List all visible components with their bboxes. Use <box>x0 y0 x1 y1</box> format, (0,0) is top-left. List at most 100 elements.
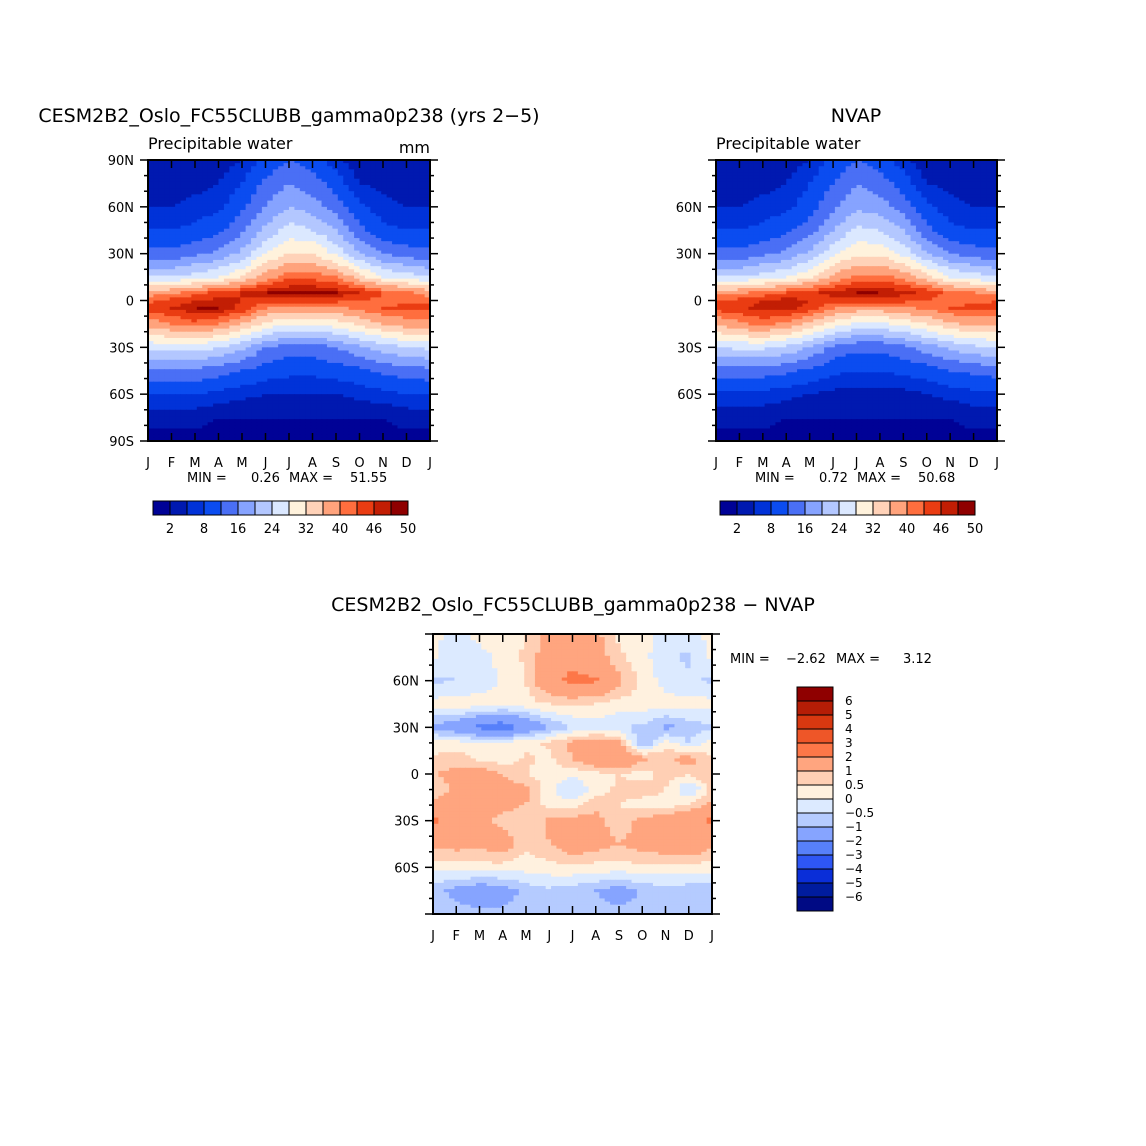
x-tick-label: M <box>236 456 247 471</box>
field-cell <box>424 247 430 252</box>
field-cell <box>289 263 296 267</box>
field-cell <box>299 172 306 177</box>
field-cell <box>158 297 165 302</box>
field-cell <box>402 422 409 426</box>
field-cell <box>218 191 225 195</box>
field-cell <box>305 238 312 242</box>
field-cell <box>251 387 258 392</box>
field-cell <box>164 228 171 233</box>
field-cell <box>397 391 404 395</box>
field-cell <box>310 163 317 167</box>
field-cell <box>364 431 371 436</box>
field-cell <box>158 178 165 183</box>
field-cell <box>180 172 187 177</box>
field-cell <box>354 394 361 398</box>
x-tick-label: O <box>354 456 364 471</box>
field-cell <box>218 356 225 361</box>
field-cell <box>332 244 339 249</box>
field-cell <box>175 431 182 436</box>
field-cell <box>397 263 404 267</box>
field-cell <box>148 253 155 258</box>
field-cell <box>354 328 361 333</box>
field-cell <box>251 319 258 323</box>
field-cell <box>180 366 187 370</box>
field-cell <box>169 409 176 414</box>
field-cell <box>305 209 312 214</box>
field-cell <box>878 160 885 164</box>
field-cell <box>218 244 225 249</box>
field-cell <box>202 387 209 392</box>
field-cell <box>272 347 279 352</box>
field-cell <box>424 219 430 224</box>
field-cell <box>397 416 404 420</box>
field-cell <box>223 175 230 180</box>
field-cell <box>364 403 371 408</box>
field-cell <box>213 331 220 336</box>
field-cell <box>283 269 290 273</box>
field-cell <box>392 347 399 352</box>
field-cell <box>283 275 290 280</box>
field-cell <box>158 175 165 180</box>
field-cell <box>424 288 430 292</box>
field-cell <box>278 231 285 236</box>
field-cell <box>316 434 323 439</box>
field-cell <box>392 319 399 323</box>
field-cell <box>294 350 301 355</box>
field-cell <box>716 166 722 170</box>
field-cell <box>364 200 371 205</box>
field-cell <box>413 312 420 317</box>
field-cell <box>786 166 793 170</box>
field-cell <box>402 356 409 361</box>
field-cell <box>348 381 355 386</box>
field-cell <box>256 269 263 273</box>
field-cell <box>148 184 155 189</box>
field-cell <box>261 259 268 264</box>
field-cell <box>272 184 279 189</box>
field-cell <box>326 197 333 202</box>
field-cell <box>397 291 404 295</box>
field-cell <box>354 275 361 280</box>
field-cell <box>299 244 306 249</box>
field-cell <box>234 247 241 252</box>
field-cell <box>337 331 344 336</box>
field-cell <box>169 203 176 208</box>
field-cell <box>223 244 230 249</box>
field-cell <box>153 297 160 302</box>
field-cell <box>191 300 198 305</box>
field-cell <box>370 372 377 377</box>
field-cell <box>180 197 187 202</box>
field-cell <box>158 412 165 417</box>
field-cell <box>283 238 290 242</box>
field-cell <box>261 228 268 233</box>
field-cell <box>413 350 420 355</box>
field-cell <box>386 184 393 189</box>
field-cell <box>278 184 285 189</box>
field-cell <box>359 319 366 323</box>
field-cell <box>256 266 263 270</box>
field-cell <box>381 344 388 348</box>
field-cell <box>251 160 258 164</box>
field-cell <box>207 281 214 286</box>
field-cell <box>283 347 290 352</box>
field-cell <box>202 163 209 167</box>
field-cell <box>218 247 225 252</box>
field-cell <box>202 222 209 227</box>
field-cell <box>337 428 344 433</box>
field-cell <box>305 184 312 189</box>
field-cell <box>354 241 361 245</box>
field-cell <box>256 188 263 192</box>
field-cell <box>289 209 296 214</box>
field-cell <box>175 163 182 167</box>
field-cell <box>191 181 198 186</box>
field-cell <box>202 381 209 386</box>
field-cell <box>294 428 301 433</box>
field-cell <box>283 191 290 195</box>
field-cell <box>397 397 404 402</box>
field-cell <box>321 188 328 192</box>
field-cell <box>153 309 160 314</box>
field-cell <box>251 206 258 211</box>
field-cell <box>321 412 328 417</box>
field-cell <box>278 288 285 292</box>
field-cell <box>408 181 415 186</box>
